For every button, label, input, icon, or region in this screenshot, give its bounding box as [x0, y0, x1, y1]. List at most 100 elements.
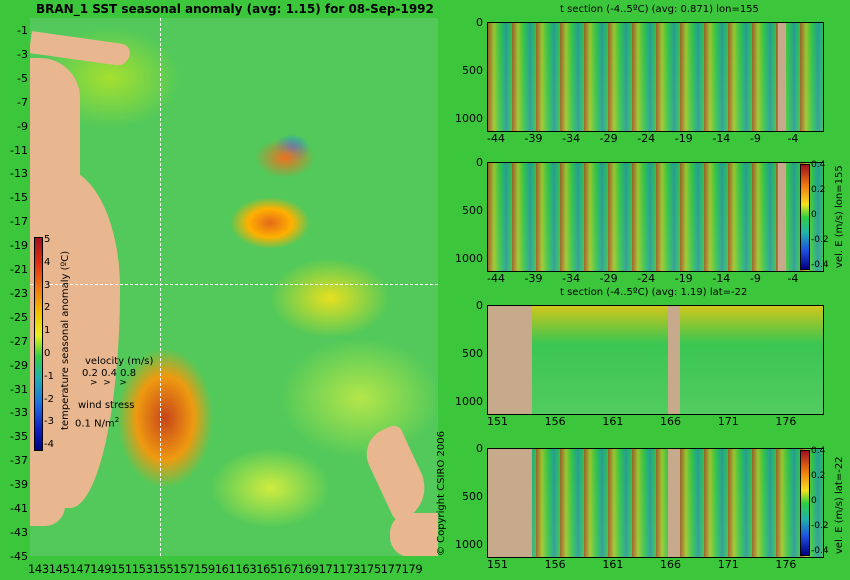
velocity-colorbar-tick: 0	[811, 496, 817, 506]
lat-tick: -11	[10, 143, 28, 157]
x-tick: -4	[787, 272, 799, 285]
velocity-colorbar	[800, 450, 810, 556]
depth-tick: 500	[462, 347, 483, 360]
tasmania	[30, 488, 65, 526]
depth-tick: 1000	[455, 112, 483, 125]
longitude-guide-line	[160, 18, 161, 556]
velocity-legend-title: velocity (m/s)	[85, 356, 154, 367]
land-mask	[668, 306, 680, 414]
velocity-colorbar-tick: -0.2	[811, 235, 829, 245]
cape-york	[30, 58, 80, 198]
colorbar-tick: 1	[44, 325, 51, 337]
land-mask	[778, 23, 786, 131]
velocity-side-label: vel. E (m/s) lat=-22	[834, 456, 845, 554]
land-mask	[488, 449, 532, 557]
velocity-legend-values: 0.2 0.4 0.8	[82, 368, 137, 379]
lon-axis: 1431451471491511531551571591611631651671…	[28, 562, 423, 576]
section-plot[interactable]	[487, 305, 824, 415]
new-zealand-south	[390, 513, 438, 556]
x-tick: -39	[524, 272, 543, 285]
lat-tick: -35	[10, 430, 28, 444]
lat-tick: -15	[10, 191, 28, 205]
velocity-side-label: vel. E (m/s) lon=155	[834, 165, 845, 268]
section-plot[interactable]	[487, 448, 824, 558]
wind-legend-value: 0.1 N/m2	[75, 416, 119, 429]
lat-tick: -45	[10, 549, 28, 563]
depth-tick: 0	[476, 16, 483, 29]
colorbar-tick: -2	[44, 393, 54, 405]
lat-tick: -39	[10, 478, 28, 492]
lat-tick: -19	[10, 239, 28, 253]
wind-sup: 2	[114, 416, 120, 424]
lat-tick: -25	[10, 310, 28, 324]
depth-tick: 1000	[455, 395, 483, 408]
x-tick: 151	[487, 415, 508, 428]
depth-tick: 0	[476, 442, 483, 455]
x-tick: 171	[717, 558, 739, 571]
velocity-colorbar-tick: 0	[811, 210, 817, 220]
lat-axis: -1 -3 -5 -7 -9 -11 -13 -15 -17 -19 -21 -23 -25 -27 -29…	[0, 22, 30, 563]
land-mask	[668, 449, 680, 557]
x-tick: -44	[487, 272, 505, 285]
x-tick: -29	[599, 272, 618, 285]
panel-title: t section (-4..5ºC) (avg: 1.19) lat=-22	[560, 287, 748, 298]
x-tick: -4	[787, 132, 799, 145]
x-tick: -24	[637, 272, 656, 285]
lat-tick: -27	[10, 334, 28, 348]
velocity-colorbar-tick: 0.2	[811, 185, 826, 195]
lat-tick: -23	[10, 286, 28, 300]
depth-tick: 500	[462, 204, 483, 217]
x-tick: 166	[660, 558, 682, 571]
velocity-colorbar-tick: 0.4	[811, 160, 826, 170]
depth-tick: 0	[476, 299, 483, 312]
colorbar-tick: -1	[44, 370, 54, 382]
x-tick: -34	[562, 132, 581, 145]
x-tick: -9	[749, 272, 761, 285]
sst-anomaly-map[interactable]	[30, 18, 438, 556]
map-title: BRAN_1 SST seasonal anomaly (avg: 1.15) …	[36, 2, 434, 16]
colorbar-tick: 0	[44, 348, 51, 359]
section-plot[interactable]	[487, 162, 824, 272]
colorbar-tick: 5	[44, 234, 51, 245]
australia-landmass	[30, 168, 120, 508]
sst-colorbar	[34, 237, 43, 451]
x-tick: -39	[524, 132, 543, 145]
colorbar-tick: 4	[44, 256, 51, 268]
lat-tick: -29	[10, 358, 28, 372]
colorbar-tick: 2	[44, 302, 51, 314]
lat-tick: -7	[17, 95, 28, 109]
x-tick: 176	[775, 415, 797, 428]
land-mask	[778, 163, 786, 271]
x-tick: -44	[487, 132, 505, 145]
lat-tick: -33	[10, 406, 28, 420]
colorbar-tick: -4	[44, 439, 54, 451]
colorbar-tick: 3	[44, 279, 51, 291]
x-tick: 176	[775, 558, 797, 571]
velocity-colorbar-tick: -0.4	[811, 260, 829, 270]
lat-tick: -31	[10, 382, 28, 396]
velocity-colorbar-tick: 0.4	[811, 446, 826, 456]
lat-tick: -21	[10, 263, 28, 276]
x-tick: 151	[487, 558, 508, 571]
x-tick: 156	[544, 415, 566, 428]
x-tick: -14	[712, 272, 731, 285]
lat-tick: -17	[10, 215, 28, 229]
land-mask	[488, 306, 532, 414]
x-tick: -19	[674, 272, 693, 285]
x-tick: 161	[602, 558, 624, 571]
x-tick: 171	[717, 415, 739, 428]
x-tick: 166	[660, 415, 682, 428]
x-tick: -9	[749, 132, 761, 145]
depth-tick: 1000	[455, 538, 483, 551]
lat-tick: -41	[10, 502, 28, 515]
lat-tick: -37	[10, 454, 28, 468]
sst-colorbar-label: temperature seasonal anomaly (ºC)	[60, 250, 71, 430]
lat-tick: -13	[10, 167, 28, 181]
lat-tick: -43	[10, 525, 28, 539]
x-tick: -14	[712, 132, 731, 145]
velocity-colorbar	[800, 164, 810, 270]
section-plot[interactable]	[487, 22, 824, 132]
new-zealand-north	[358, 422, 436, 524]
velocity-colorbar-tick: 0.2	[811, 471, 826, 481]
velocity-arrows: > > >	[90, 378, 127, 388]
